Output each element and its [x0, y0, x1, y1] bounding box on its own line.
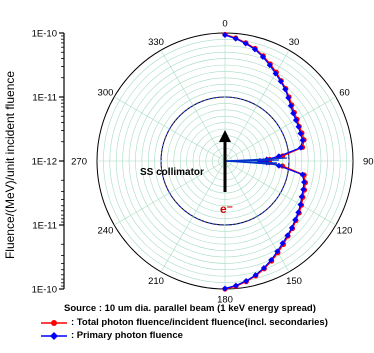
data-point-primary [297, 201, 304, 208]
legend-label-total: : Total photon fluence/incident fluence(… [71, 317, 328, 328]
y-tick-label: 1E-11 [32, 221, 57, 232]
electron-beam-arrowhead [219, 130, 231, 142]
data-point-primary [301, 179, 308, 186]
radial-axis: 1E-10 1E-11 1E-12 1E-11 1E-10 [32, 29, 65, 296]
data-point-primary [299, 171, 306, 178]
data-point-primary [298, 193, 305, 200]
data-point-primary [279, 240, 286, 247]
y-tick-label: 1E-12 [32, 157, 57, 168]
angle-tick-label: 300 [98, 88, 114, 99]
data-point-primary [277, 78, 284, 85]
grid-spoke [224, 160, 290, 273]
grid-spoke [113, 96, 226, 162]
data-point-primary [282, 86, 289, 93]
y-tick-label: 1E-10 [32, 285, 57, 296]
data-point-primary [222, 32, 228, 39]
data-point-primary [222, 285, 228, 292]
angle-tick-label: 60 [339, 88, 350, 99]
data-point-primary [285, 94, 292, 101]
electron-label: e⁻ [220, 202, 233, 216]
source-note: Source : 10 um dia. parallel beam (1 keV… [64, 303, 316, 314]
data-point-primary [292, 117, 299, 124]
data-point-primary [287, 102, 294, 109]
y-tick-label: 1E-10 [32, 29, 57, 40]
angle-tick-label: 0 [222, 19, 227, 30]
data-point-primary [274, 248, 281, 255]
y-axis-title-wrap: Fluence/(MeV)/unit incident fluence [2, 40, 18, 290]
grid-spoke [160, 49, 226, 162]
chart-notes: Source : 10 um dia. parallel beam (1 keV… [40, 303, 328, 342]
data-point-primary [232, 282, 239, 289]
data-point-primary [284, 232, 291, 239]
data-point-primary [295, 123, 302, 130]
angle-tick-label: 150 [286, 276, 302, 287]
data-point-primary [299, 137, 306, 144]
angle-tick-label: 330 [148, 37, 164, 48]
y-tick-label: 1E-11 [32, 93, 57, 104]
grid-spoke [224, 96, 337, 162]
data-point-primary [260, 264, 267, 271]
data-point-primary [259, 53, 266, 60]
grid-spoke [224, 49, 290, 162]
angle-tick-label: 90 [363, 157, 374, 168]
angle-tick-label: 210 [148, 276, 164, 287]
grid-spoke [224, 160, 337, 226]
data-point-primary [295, 209, 302, 216]
data-point-primary [251, 46, 258, 53]
y-axis-title: Fluence/(MeV)/unit incident fluence [3, 70, 17, 260]
data-point-primary [288, 224, 295, 231]
data-point-primary [252, 272, 259, 279]
data-point-primary [290, 110, 297, 117]
grid-spoke [113, 160, 226, 226]
grid-spoke [160, 160, 226, 273]
angle-tick-label: 120 [337, 226, 353, 237]
data-point-primary [266, 62, 273, 69]
collimator-ray [224, 157, 288, 162]
angle-tick-label: 180 [217, 295, 233, 306]
ss-collimator-label: SS collimator [140, 167, 204, 178]
angle-tick-labels: 0 30 60 90 120 150 180 210 240 270 300 330 [71, 19, 373, 306]
data-point-primary [297, 144, 304, 151]
legend-marker-primary [41, 331, 67, 340]
legend-item-primary: : Primary photon fluence [40, 329, 328, 342]
data-point-primary [242, 40, 249, 47]
data-point-primary [297, 130, 304, 137]
data-point-primary [268, 257, 275, 264]
angle-tick-label: 270 [71, 157, 87, 168]
legend-marker-total [41, 319, 67, 326]
angle-tick-label: 30 [289, 37, 300, 48]
data-point-primary [232, 35, 239, 42]
legend-label-primary: : Primary photon fluence [71, 330, 183, 341]
data-point-primary [292, 216, 299, 223]
data-point-primary [243, 277, 250, 284]
data-point-primary [272, 70, 279, 77]
angle-tick-label: 240 [98, 226, 114, 237]
data-point-primary [300, 186, 307, 193]
annotations: SS collimator e⁻ [140, 130, 288, 216]
legend-item-total: : Total photon fluence/incident fluence(… [40, 316, 328, 329]
